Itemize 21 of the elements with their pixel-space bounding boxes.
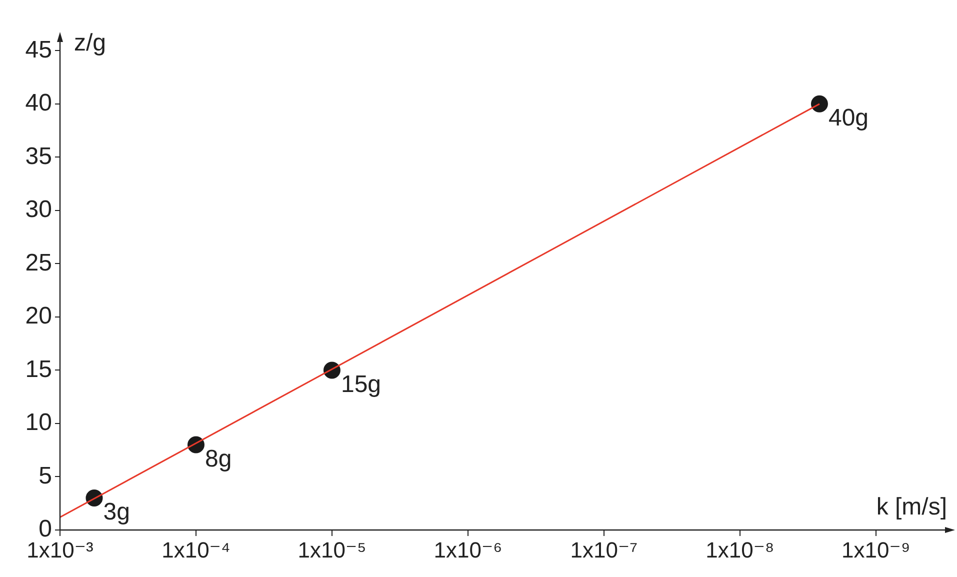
y-tick-label: 15 — [25, 356, 52, 383]
y-tick-label: 35 — [25, 142, 52, 170]
y-tick-label: 25 — [25, 249, 52, 276]
y-tick-label: 45 — [25, 36, 52, 64]
y-tick-label: 30 — [25, 196, 52, 224]
data-label: 40g — [828, 104, 869, 132]
x-tick-label: 1x10⁻⁹ — [842, 537, 910, 562]
y-tick-label: 5 — [38, 462, 52, 490]
x-tick-label: 1x10⁻⁴ — [162, 537, 230, 562]
x-tick-label: 1x10⁻⁶ — [434, 537, 502, 562]
y-tick-label: 10 — [25, 409, 52, 436]
x-tick-label: 1x10⁻⁷ — [570, 537, 638, 562]
data-label: 15g — [340, 370, 382, 398]
y-tick-label: 20 — [25, 302, 52, 330]
x-axis-title: k [m/s] — [876, 494, 947, 521]
y-tick-label: 40 — [25, 90, 52, 117]
y-axis-title: z/g — [74, 30, 106, 57]
x-tick-label: 1x10⁻⁸ — [706, 537, 774, 562]
data-label: 8g — [204, 445, 232, 472]
data-label: 3g — [103, 498, 130, 526]
x-tick-label: 1x10⁻⁵ — [298, 537, 366, 562]
